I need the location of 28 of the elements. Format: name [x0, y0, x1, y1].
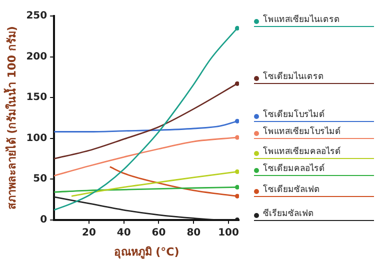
x-tick-label: 80 [186, 227, 201, 238]
y-tick-label: 200 [26, 51, 48, 62]
legend-label: โพแทสเซียมคลอไรด์ [263, 145, 341, 158]
legend-label: โซเดียมโบรไมด์ [263, 108, 325, 121]
y-tick-label: 250 [26, 10, 48, 22]
point [234, 135, 239, 140]
point [234, 118, 239, 124]
y-axis-title: สภาพละลายได้ (กรัมในน้ำ 100 กรัม) [3, 26, 18, 210]
point [234, 184, 239, 190]
x-tick-label: 60 [152, 227, 166, 238]
legend-label: โพแทสเซียมโบรไมด์ [263, 125, 341, 138]
y-tick-label: 100 [26, 132, 48, 144]
legend-label: โซเดียมคลอไรด์ [263, 162, 325, 175]
legend-label: โพแทสเซียมไนเตรต [263, 13, 340, 26]
legend-label: โซเดียมซัลเฟต [263, 183, 320, 196]
legend-label: ซีเรียมซัลเฟต [263, 208, 314, 220]
point [234, 169, 239, 174]
x-tick-label: 20 [82, 227, 96, 238]
x-tick-label: 40 [116, 227, 131, 238]
x-tick-label: 100 [218, 227, 240, 238]
point [234, 81, 239, 86]
x-axis-title: อุณหภูมิ (°C) [114, 245, 180, 260]
legend-label: โซเดียมไนเตรต [263, 70, 324, 83]
y-tick-label: 0 [40, 214, 48, 226]
point [234, 194, 239, 198]
y-tick-label: 50 [33, 174, 48, 185]
point [234, 26, 239, 31]
y-tick-label: 150 [26, 92, 48, 104]
